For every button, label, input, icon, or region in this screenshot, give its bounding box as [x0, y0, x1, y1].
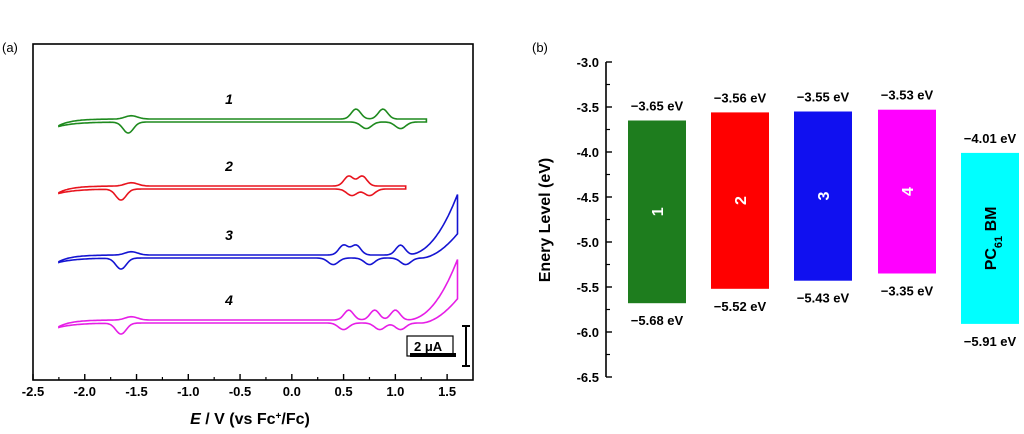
cv-x-tick-label: -1.0 — [177, 384, 199, 399]
homo-label-1: −5.68 eV — [631, 313, 684, 328]
panel-a-label: (a) — [2, 40, 18, 55]
cv-x-axis-title: E / V (vs Fc+/Fc) — [190, 411, 310, 429]
cv-plot-frame — [32, 43, 474, 381]
cv-curve-4 — [58, 259, 459, 335]
energy-bar-PC — [961, 152, 1019, 324]
energy-y-tick-label: -5.5 — [577, 280, 599, 295]
cv-curve-label-3: 3 — [225, 227, 233, 243]
bar-label-pcbm: PC61 BM — [983, 206, 1005, 270]
bar-label-3: 3 — [816, 192, 833, 201]
energy-bar-2 — [711, 112, 769, 289]
energy-y-tick-label: -5.0 — [577, 235, 599, 250]
cv-curve-2 — [58, 175, 407, 201]
panel-b-label: (b) — [532, 40, 548, 55]
energy-bars: −3.65 eV −5.68 eV 1 −3.56 eV −5.52 eV 2 −3.55 … — [628, 88, 1019, 349]
lumo-label-4: −3.53 eV — [881, 88, 934, 103]
lumo-label-1: −3.65 eV — [631, 99, 684, 114]
cv-curve-label-4: 4 — [224, 292, 233, 308]
cv-curve-label-1: 1 — [225, 91, 233, 107]
cv-x-tick-label: 0.5 — [335, 384, 353, 399]
energy-bar-4 — [878, 109, 936, 274]
energy-y-tick-label: -3.0 — [577, 55, 599, 70]
cv-panel: (a) -2.5 -2.0 -1.5 -1.0 -0.5 0.0 0.5 1.0 1.5 1 2 3… — [2, 40, 474, 429]
cv-x-tick-label: -0.5 — [229, 384, 251, 399]
cv-curve-label-2: 2 — [224, 158, 233, 174]
lumo-label-PC: −4.01 eV — [964, 131, 1017, 146]
energy-y-tick-label: -4.5 — [577, 190, 599, 205]
pcbm-label-bm: BM — [983, 206, 1000, 235]
energy-y-tick-label: -4.0 — [577, 145, 599, 160]
energy-y-axis-title: Enery Level (eV) — [537, 158, 554, 283]
bar-label-2: 2 — [733, 196, 750, 205]
energy-y-ticks: -3.0 -3.5 -4.0 -4.5 -5.0 -5.5 -6.0 -6.5 — [577, 55, 612, 385]
scale-bar-shadow — [410, 353, 456, 357]
cv-curve-1 — [58, 108, 428, 134]
bar-label-1: 1 — [650, 207, 667, 216]
x-title-sup: + — [276, 411, 282, 422]
energy-y-tick-label: -6.5 — [577, 370, 599, 385]
x-title-end: /Fc) — [281, 411, 309, 428]
x-title-italic: E — [190, 411, 202, 428]
cv-x-tick-label: -2.0 — [74, 384, 96, 399]
cv-curves — [58, 108, 459, 335]
energy-bar-1 — [628, 120, 686, 304]
homo-label-2: −5.52 eV — [714, 299, 767, 314]
energy-panel: (b) -3.0 -3.5 -4.0 -4.5 -5.0 -5.5 -6.0 -6.5 Ene… — [532, 40, 1019, 385]
lumo-label-3: −3.55 eV — [797, 90, 850, 105]
energy-bar-3 — [794, 111, 852, 281]
cv-curve-3 — [58, 194, 459, 270]
cv-x-tick-label: 0.0 — [283, 384, 301, 399]
cv-x-tick-label: 1.0 — [386, 384, 404, 399]
scale-bar: 2 μA — [406, 325, 470, 367]
cv-curve-labels: 1 2 3 4 — [224, 91, 233, 308]
cv-x-tick-label: -2.5 — [22, 384, 44, 399]
energy-y-tick-label: -3.5 — [577, 100, 599, 115]
lumo-label-2: −3.56 eV — [714, 90, 767, 105]
cv-x-tick-label: -1.5 — [125, 384, 147, 399]
pcbm-label-pc: PC — [983, 248, 1000, 271]
pcbm-label-sub: 61 — [993, 236, 1005, 248]
cv-x-tick-label: 1.5 — [438, 384, 456, 399]
cv-x-axis: -2.5 -2.0 -1.5 -1.0 -0.5 0.0 0.5 1.0 1.5 — [22, 374, 456, 399]
homo-label-4: −3.35 eV — [881, 284, 934, 299]
energy-y-tick-label: -6.0 — [577, 325, 599, 340]
x-title-rest: / V (vs Fc — [201, 411, 276, 428]
homo-label-PC: −5.91 eV — [964, 334, 1017, 349]
bar-label-4: 4 — [900, 187, 917, 196]
scale-bar-label: 2 μA — [414, 339, 443, 354]
homo-label-3: −5.43 eV — [797, 291, 850, 306]
